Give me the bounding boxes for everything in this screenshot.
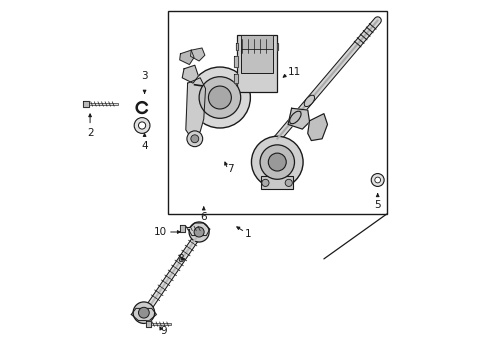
Circle shape [139,307,149,318]
Polygon shape [180,50,194,64]
Polygon shape [146,321,151,327]
Text: 9: 9 [161,325,168,336]
Polygon shape [234,74,238,83]
Circle shape [189,222,209,242]
Text: 7: 7 [227,164,234,174]
Circle shape [139,122,146,129]
Circle shape [371,174,384,186]
Polygon shape [188,223,210,235]
Polygon shape [131,309,156,320]
Circle shape [262,179,269,186]
Circle shape [190,67,250,128]
Bar [241,40,273,73]
Text: 6: 6 [200,212,207,222]
Polygon shape [191,48,205,61]
Circle shape [208,86,231,109]
Polygon shape [186,78,205,140]
Text: 3: 3 [141,71,148,81]
Circle shape [285,179,293,186]
Circle shape [187,131,203,147]
Polygon shape [234,56,238,67]
Text: 11: 11 [288,67,301,77]
Circle shape [191,135,199,143]
Circle shape [375,177,381,183]
Polygon shape [288,108,310,129]
Text: 5: 5 [374,200,381,210]
Circle shape [251,136,303,188]
Bar [237,35,276,92]
Bar [261,176,294,189]
Text: 1: 1 [245,229,252,239]
Bar [168,12,387,214]
Text: 4: 4 [141,140,148,150]
Circle shape [260,145,294,179]
Polygon shape [83,101,89,107]
Circle shape [269,153,286,171]
Text: 8: 8 [177,254,183,264]
Circle shape [194,227,204,237]
Ellipse shape [304,95,315,107]
Text: 2: 2 [87,128,94,138]
Polygon shape [236,43,238,50]
Text: 10: 10 [154,227,167,237]
Polygon shape [182,65,198,83]
Polygon shape [308,114,327,140]
Polygon shape [276,43,278,50]
Ellipse shape [290,111,301,124]
Polygon shape [180,225,185,231]
Bar [241,35,273,49]
Circle shape [133,302,155,323]
Circle shape [199,77,241,118]
Circle shape [134,118,150,134]
